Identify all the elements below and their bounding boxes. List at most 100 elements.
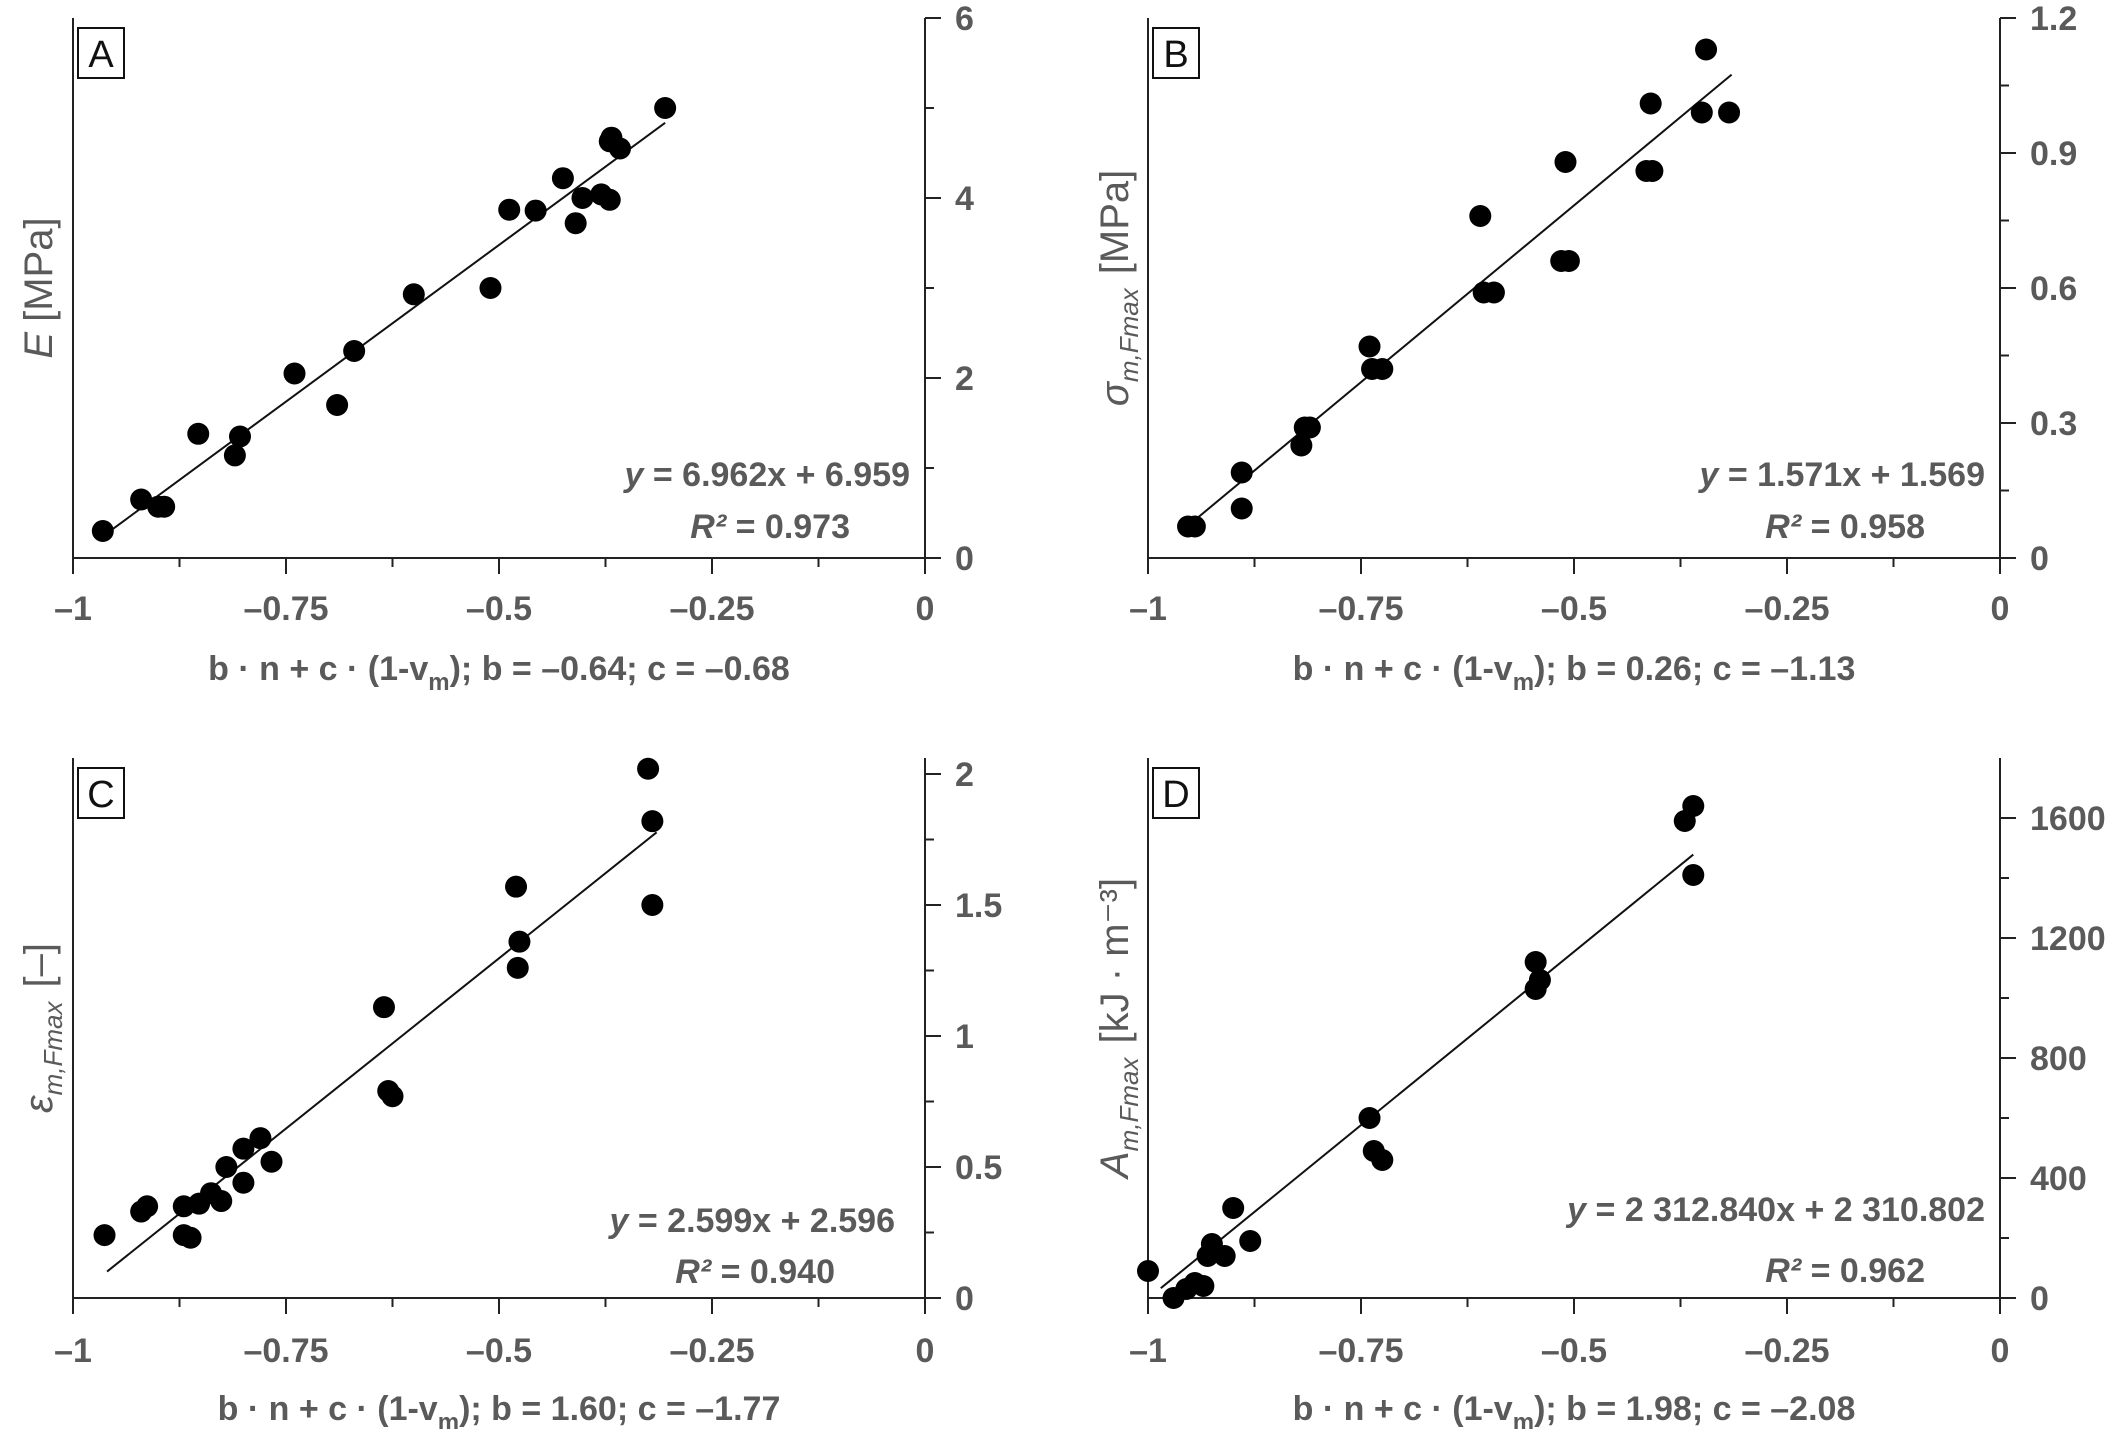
data-point [1298,416,1321,439]
data-point [479,277,502,299]
data-point [1528,969,1551,991]
data-point [1682,795,1705,817]
panel-letter-box [77,27,125,79]
x-label-main: b · n + c · (1-v [1293,1390,1513,1428]
x-tick-label: –0.75 [243,1332,328,1370]
y-label-symbol: ε [17,1094,61,1113]
panel-letter-box [77,767,125,819]
data-point [1682,864,1705,886]
x-tick-label: 0 [916,1332,935,1370]
y-label-symbol: E [17,331,61,359]
y-axis-label: Am,Fmax [kJ · m⁻³] [1093,878,1144,1180]
data-point [551,167,574,190]
data-point [1469,205,1492,227]
y-tick-label: 1600 [2030,800,2106,838]
data-point [232,1171,255,1194]
data-point [402,283,425,306]
data-point [1192,1275,1215,1297]
data-point [641,810,664,833]
y-tick-label: 0 [955,1280,974,1318]
y-label-unit: [MPa] [1093,170,1137,274]
data-point [654,97,677,119]
x-tick-label: 0 [1991,590,2010,628]
data-point [1482,281,1505,304]
r-squared: R² = 0.973 [690,508,850,546]
data-point [1641,160,1664,182]
data-point [1554,151,1577,173]
y-tick-label: 0.3 [2030,405,2077,443]
panel-letter: A [88,34,114,76]
data-point [91,520,114,542]
x-axis-label: b · n + c · (1-vm); b = 0.26; c = –1.13 [1293,650,1856,696]
data-point [283,362,306,385]
data-point [326,394,349,416]
data-point [260,1150,283,1173]
panel-letter: D [1162,774,1189,816]
data-point [641,894,664,916]
x-tick-label: –0.75 [1318,1332,1403,1370]
x-tick-label: –0.25 [1744,1332,1829,1370]
y-tick-label: 0.9 [2030,135,2077,173]
data-point [1183,515,1206,538]
data-point [1371,358,1394,380]
panel-b: –1 –0.75 –0.5 –0.25 00 0.3 0.6 0.9 1.2 By = 1.571… [1093,0,2077,696]
panel-letter: C [87,774,114,816]
r-squared-value: = 0.962 [1801,1252,1925,1290]
data-point [93,1224,116,1247]
x-tick-label: –0.75 [1318,590,1403,628]
r-squared-value: = 0.958 [1801,508,1925,546]
fit-equation: y = 6.962x + 6.959 [623,456,911,494]
data-point [381,1085,404,1108]
y-label-subscript: m,Fmax [38,1001,68,1096]
y-tick-label: 1.5 [955,887,1002,925]
data-point [508,930,531,953]
data-point [179,1226,202,1249]
equation-y-symbol: y [623,456,646,494]
data-point [637,757,660,780]
y-label-subscript: m,Fmax [1114,1056,1144,1151]
x-tick-label: –0.25 [669,590,754,628]
data-point [571,187,594,209]
x-tick-label: –0.25 [669,1332,754,1370]
panel-c: –1 –0.75 –0.5 –0.25 00 0.5 1 1.5 2 Cy = 2.599x + … [17,756,1002,1429]
data-point [210,1190,233,1213]
y-axis-label: σm,Fmax [MPa] [1093,170,1144,407]
data-point [524,199,547,222]
y-tick-label: 6 [955,0,974,38]
x-label-subscript: m [428,669,449,696]
y-label-subscript: m,Fmax [1114,287,1144,382]
y-label-unit: [–] [17,943,61,987]
data-point [1524,951,1547,973]
r-squared: R² = 0.958 [1765,508,1925,546]
data-point [1718,101,1741,124]
y-label-unit: [MPa] [17,217,61,321]
fit-equation: y = 2 312.840x + 2 310.802 [1565,1191,1985,1229]
data-point [1358,1107,1381,1129]
y-tick-label: 0.5 [955,1149,1002,1187]
y-tick-label: 2 [955,360,974,398]
x-label-main: b · n + c · (1-v [1293,650,1513,688]
y-tick-label: 400 [2030,1160,2087,1198]
data-point [1239,1230,1262,1252]
fit-line [1185,73,1733,528]
equation-y-symbol: y [1698,456,1721,494]
x-axis-label: b · n + c · (1-vm); b = –0.64; c = –0.68 [208,650,790,696]
data-point [1230,461,1253,484]
data-point [215,1156,238,1178]
data-point [232,1137,255,1160]
y-tick-label: 1.2 [2030,0,2077,38]
data-point [187,422,210,445]
data-point [1222,1197,1245,1219]
data-point [1371,1149,1394,1171]
x-label-main: b · n + c · (1-v [218,1390,438,1428]
y-tick-label: 0 [2030,1280,2049,1318]
data-point [1137,1260,1159,1282]
data-point [608,137,631,160]
x-tick-label: –0.5 [1541,590,1607,628]
x-tick-label: –0.25 [1744,590,1829,628]
x-tick-label: –1 [1129,590,1167,628]
y-tick-label: 2 [955,756,974,794]
r-squared: R² = 0.962 [1765,1252,1925,1290]
y-label-symbol: σ [1093,380,1137,406]
y-label-unit: [kJ · m⁻³] [1093,878,1137,1044]
